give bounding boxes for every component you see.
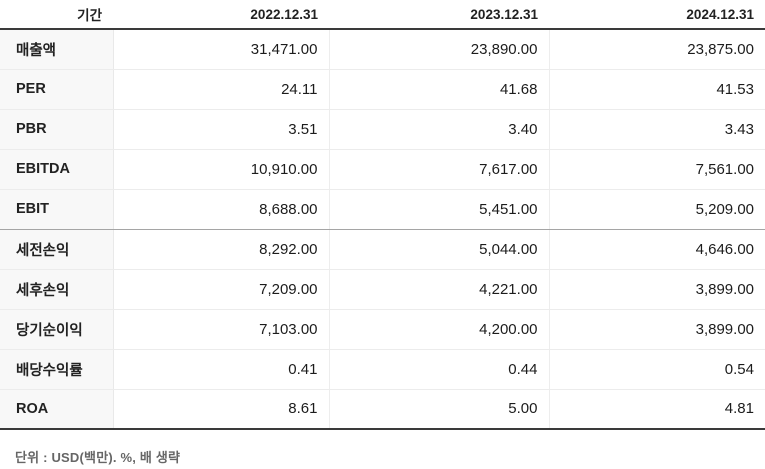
row-label: PER bbox=[0, 69, 114, 110]
table-row: PBR 3.51 3.40 3.43 bbox=[0, 109, 765, 150]
date-column-header: 2023.12.31 bbox=[329, 0, 549, 30]
table-body: 매출액 31,471.00 23,890.00 23,875.00 PER 24.11 41… bbox=[0, 29, 765, 430]
table-row: 세후손익 7,209.00 4,221.00 3,899.00 bbox=[0, 269, 765, 310]
period-column-header: 기간 bbox=[0, 0, 113, 30]
unit-footnote: 단위 : USD(백만). %, 배 생략 bbox=[15, 450, 181, 465]
value-cell: 4,200.00 bbox=[328, 309, 549, 350]
row-label: 세후손익 bbox=[0, 269, 114, 310]
value-cell: 5,451.00 bbox=[328, 189, 549, 230]
value-cell: 31,471.00 bbox=[113, 29, 329, 70]
table-row: 배당수익률 0.41 0.44 0.54 bbox=[0, 349, 765, 390]
value-cell: 3.51 bbox=[113, 109, 329, 150]
date-column-header: 2024.12.31 bbox=[549, 0, 765, 30]
value-cell: 4.81 bbox=[548, 389, 765, 430]
table-row: EBIT 8,688.00 5,451.00 5,209.00 bbox=[0, 189, 765, 230]
row-label: 당기순이익 bbox=[0, 309, 114, 350]
value-cell: 7,561.00 bbox=[548, 149, 765, 190]
value-cell: 7,617.00 bbox=[328, 149, 549, 190]
value-cell: 7,209.00 bbox=[113, 269, 329, 310]
table-row: 당기순이익 7,103.00 4,200.00 3,899.00 bbox=[0, 309, 765, 350]
value-cell: 41.68 bbox=[328, 69, 549, 110]
table-row: ROA 8.61 5.00 4.81 bbox=[0, 389, 765, 430]
value-cell: 0.41 bbox=[113, 349, 329, 390]
value-cell: 3.43 bbox=[548, 109, 765, 150]
value-cell: 23,890.00 bbox=[328, 29, 549, 70]
value-cell: 8.61 bbox=[113, 389, 329, 430]
table-row: 세전손익 8,292.00 5,044.00 4,646.00 bbox=[0, 229, 765, 270]
value-cell: 4,646.00 bbox=[548, 229, 765, 270]
value-cell: 5,209.00 bbox=[548, 189, 765, 230]
table-header: 기간 2022.12.31 2023.12.31 2024.12.31 bbox=[0, 0, 765, 30]
row-label: EBIT bbox=[0, 189, 114, 230]
financial-summary-table: 기간 2022.12.31 2023.12.31 2024.12.31 매출액 31,… bbox=[0, 0, 765, 430]
row-label: ROA bbox=[0, 389, 114, 430]
value-cell: 8,292.00 bbox=[113, 229, 329, 270]
row-label: 배당수익률 bbox=[0, 349, 114, 390]
value-cell: 23,875.00 bbox=[548, 29, 765, 70]
value-cell: 24.11 bbox=[113, 69, 329, 110]
value-cell: 5.00 bbox=[328, 389, 549, 430]
value-cell: 8,688.00 bbox=[113, 189, 329, 230]
row-label: 매출액 bbox=[0, 29, 114, 70]
value-cell: 0.44 bbox=[328, 349, 549, 390]
value-cell: 5,044.00 bbox=[328, 229, 549, 270]
row-label: EBITDA bbox=[0, 149, 114, 190]
row-label: PBR bbox=[0, 109, 114, 150]
value-cell: 7,103.00 bbox=[113, 309, 329, 350]
header-row: 기간 2022.12.31 2023.12.31 2024.12.31 bbox=[0, 0, 765, 30]
value-cell: 3,899.00 bbox=[548, 309, 765, 350]
value-cell: 0.54 bbox=[548, 349, 765, 390]
table-row: PER 24.11 41.68 41.53 bbox=[0, 69, 765, 110]
table-row: EBITDA 10,910.00 7,617.00 7,561.00 bbox=[0, 149, 765, 190]
value-cell: 3.40 bbox=[328, 109, 549, 150]
value-cell: 41.53 bbox=[548, 69, 765, 110]
table-row: 매출액 31,471.00 23,890.00 23,875.00 bbox=[0, 29, 765, 70]
date-column-header: 2022.12.31 bbox=[113, 0, 329, 30]
value-cell: 10,910.00 bbox=[113, 149, 329, 190]
value-cell: 4,221.00 bbox=[328, 269, 549, 310]
value-cell: 3,899.00 bbox=[548, 269, 765, 310]
row-label: 세전손익 bbox=[0, 229, 114, 270]
